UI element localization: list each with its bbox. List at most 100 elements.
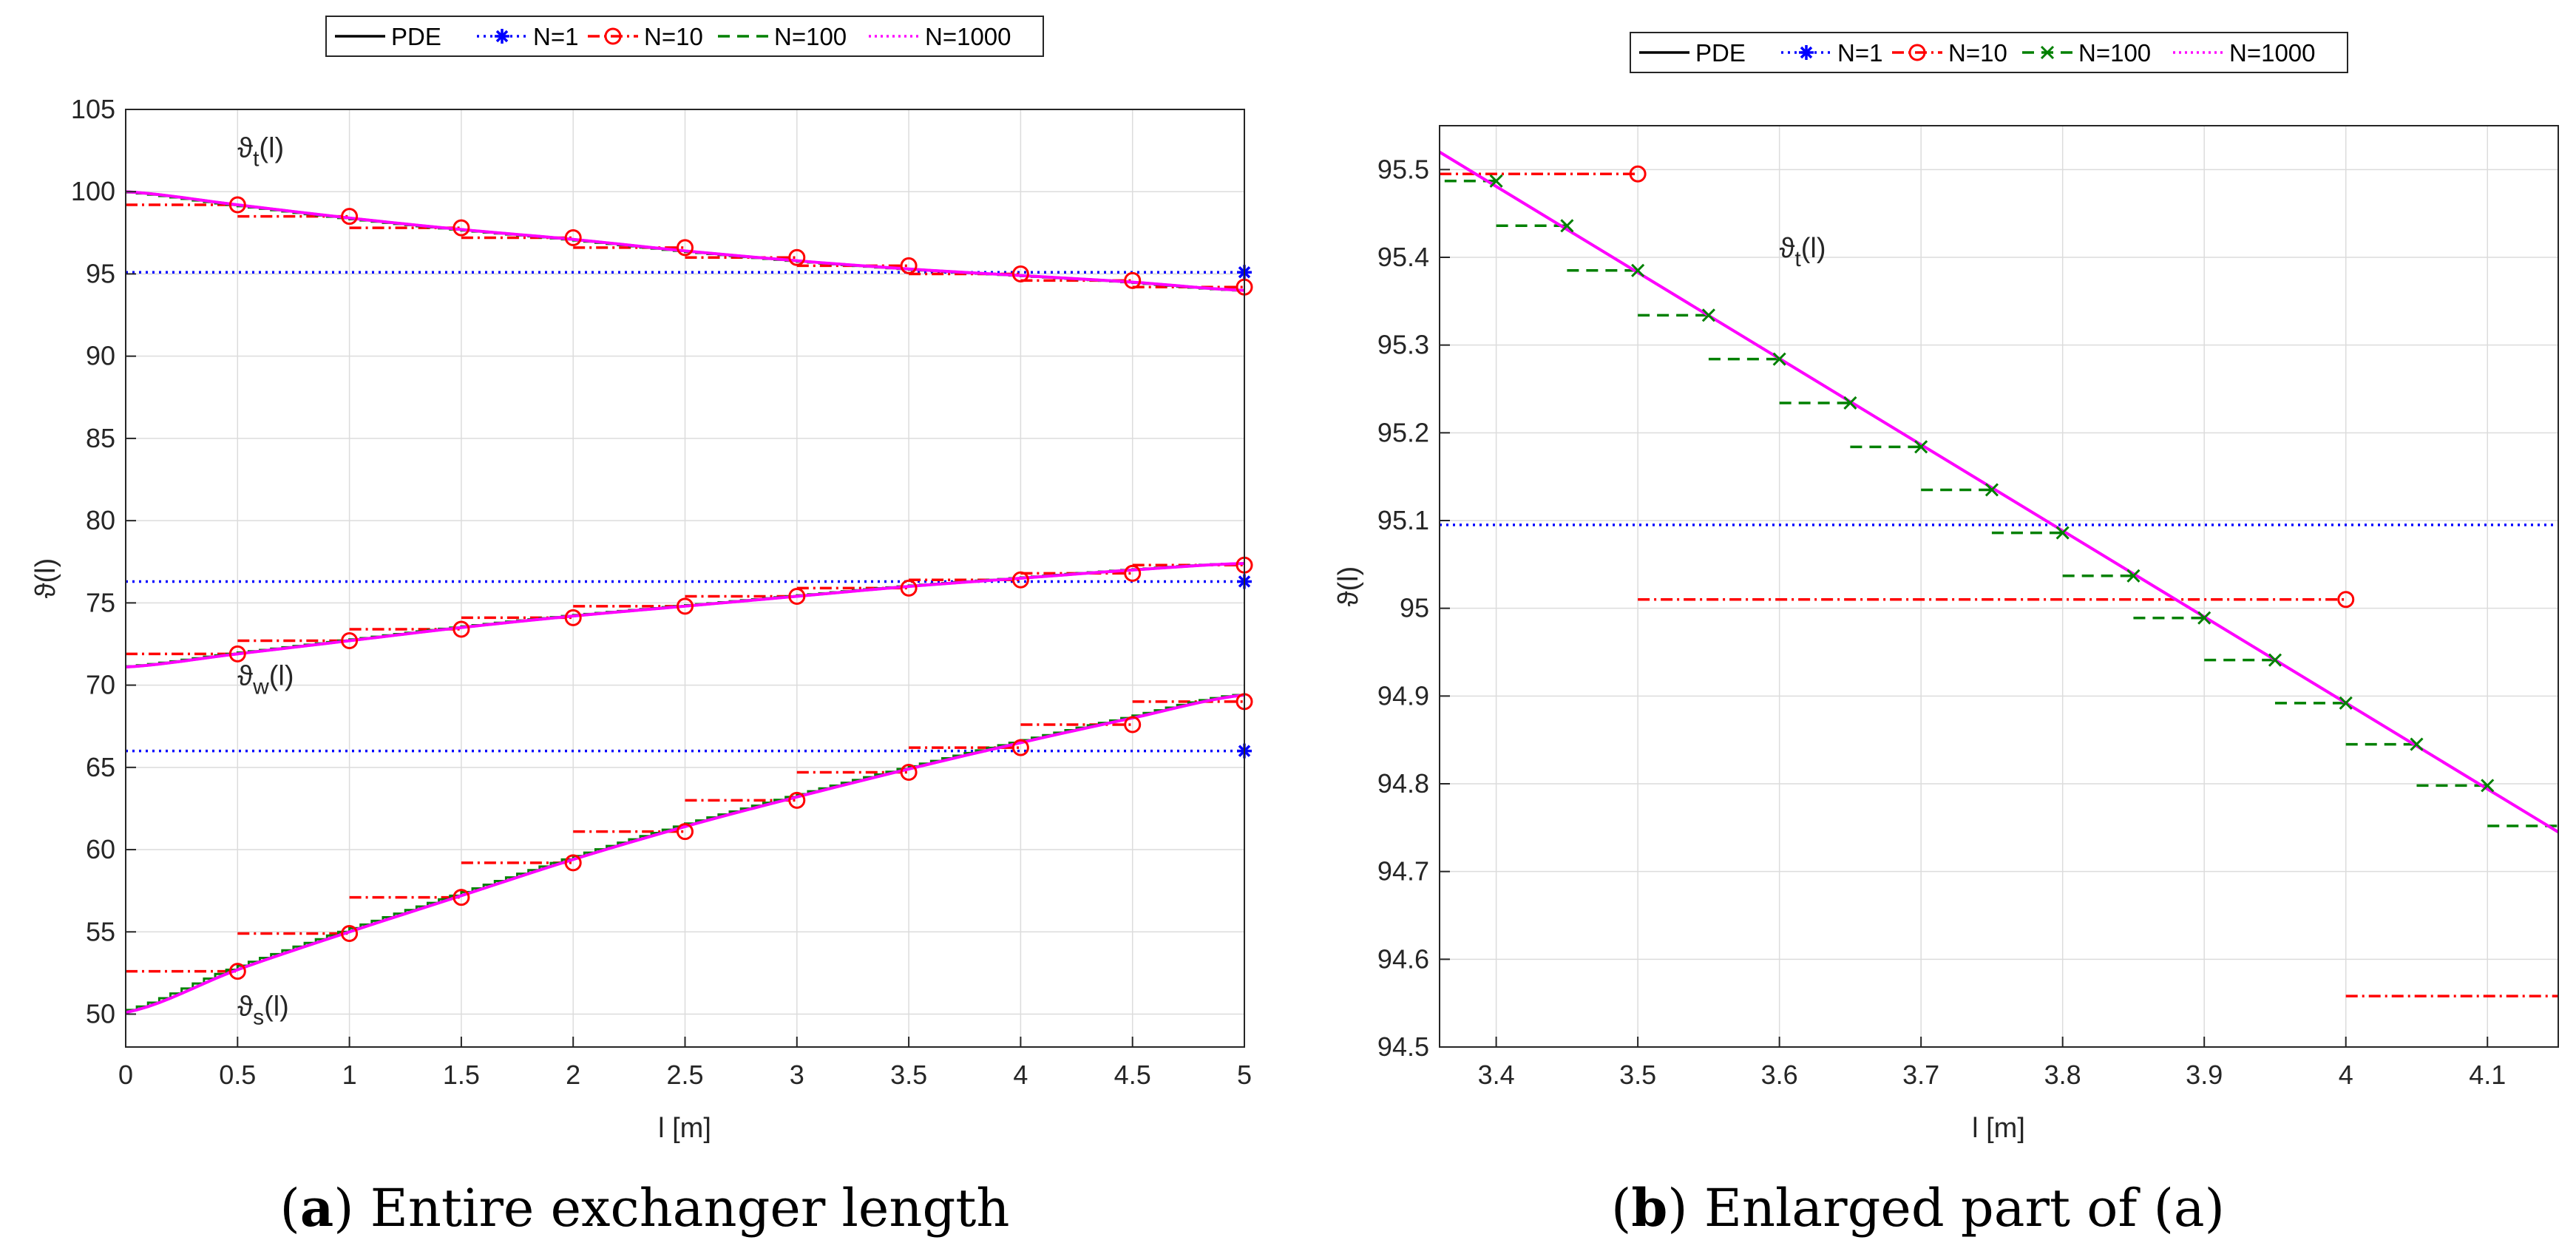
a-n10-marker xyxy=(228,196,246,214)
caption-a-text: ) Entire exchanger length xyxy=(333,1178,1009,1239)
a-ytick-label: 85 xyxy=(86,423,115,453)
panel-b-series xyxy=(1440,150,2558,997)
b-curve-label-tail: (l) xyxy=(1801,233,1826,264)
b-xtick-label: 3.6 xyxy=(1761,1060,1798,1090)
b-n100-marker xyxy=(2055,526,2070,540)
caption-a: (a) Entire exchanger length xyxy=(280,1177,1010,1239)
panel-a-xlabel: l [m] xyxy=(658,1113,711,1144)
a-curve-label: ϑw(l) xyxy=(237,661,294,699)
a-n10-marker xyxy=(1011,265,1029,282)
panel-a-series xyxy=(126,190,1244,1014)
a-n10-marker xyxy=(228,963,246,980)
a-curve-label-symbol: ϑ xyxy=(237,661,253,692)
b-n100-marker-stroke xyxy=(1701,308,1715,322)
b-ytick-label: 95.2 xyxy=(1377,417,1429,447)
a-xtick-label: 2.5 xyxy=(666,1060,703,1090)
b-n1000-series xyxy=(1440,150,2558,833)
a-curve-label-tail: (l) xyxy=(269,661,294,692)
a-legend-label: N=10 xyxy=(644,23,703,50)
b-ytick-label: 94.7 xyxy=(1377,856,1429,887)
b-legend-marker-stroke xyxy=(2040,45,2055,60)
a-xtick-label: 1.5 xyxy=(443,1060,480,1090)
panel-b-xlabel: l [m] xyxy=(1972,1113,2025,1144)
a-curve-label-symbol: ϑ xyxy=(237,992,253,1023)
b-n100-marker-stroke xyxy=(2339,696,2353,710)
a-ytick-label: 60 xyxy=(86,834,115,864)
b-n100-marker xyxy=(2410,737,2424,751)
panel-b-chart: 3.4 3.5 3.6 3.7 3.8 3.9 4 4.1 94.5 94.6 94.7 94.8 94… xyxy=(1333,32,2559,1144)
caption-a-label: a xyxy=(300,1177,333,1239)
a-n10-marker xyxy=(677,823,694,841)
b-n100-marker-stroke xyxy=(1560,219,1574,233)
b-n100-marker xyxy=(1701,308,1715,322)
b-xtick-label: 4 xyxy=(2339,1060,2353,1090)
a-legend-label: PDE xyxy=(391,23,441,50)
a-legend-marker-stroke xyxy=(495,30,509,43)
b-legend-label: PDE xyxy=(1695,39,1746,67)
a-n10-marker xyxy=(1011,571,1029,589)
b-n100-marker-stroke xyxy=(1631,263,1645,277)
b-n100-marker-stroke xyxy=(1843,396,1857,410)
b-n100-marker-stroke xyxy=(1489,174,1503,188)
panel-a-ticks: 0 0.5 1 1.5 2 2.5 3 3.5 4 4.5 5 50 55 60 65 70 75 80 85 90 9… xyxy=(71,94,1252,1090)
panel-a-chart: 0 0.5 1 1.5 2 2.5 3 3.5 4 4.5 5 50 55 60 65 70 75 80 85 90 9… xyxy=(30,16,1253,1144)
b-xtick-label: 4.1 xyxy=(2469,1060,2506,1090)
caption-a-open: ( xyxy=(280,1178,300,1239)
a-n10-marker xyxy=(900,257,918,274)
panel-a-curve-labels: ϑt(l)ϑw(l)ϑs(l) xyxy=(237,133,294,1030)
b-ytick-label: 94.6 xyxy=(1377,943,1429,974)
a-n10-marker xyxy=(788,248,806,266)
a-ytick-label: 50 xyxy=(86,999,115,1029)
b-legend-marker xyxy=(1908,44,1926,61)
b-curve-label-symbol: ϑ xyxy=(1780,233,1795,264)
a-n10-marker xyxy=(564,854,582,872)
b-legend-marker xyxy=(1799,45,1814,60)
a-ytick-label: 55 xyxy=(86,916,115,946)
panel-b-curve-labels: ϑt(l) xyxy=(1780,233,1826,271)
panel-a-markers xyxy=(228,196,1253,980)
b-ytick-label: 95.4 xyxy=(1377,242,1429,272)
a-curve-label-symbol: ϑ xyxy=(237,133,253,164)
b-xtick-label: 3.7 xyxy=(1902,1060,1939,1090)
b-xtick-label: 3.9 xyxy=(2186,1060,2223,1090)
a-ytick-label: 105 xyxy=(71,94,115,124)
panel-b-ticks: 3.4 3.5 3.6 3.7 3.8 3.9 4 4.1 94.5 94.6 94.7 94.8 94… xyxy=(1377,154,2506,1090)
b-n100-marker xyxy=(1631,263,1645,277)
b-ytick-label: 95.5 xyxy=(1377,154,1429,184)
b-n100-marker xyxy=(2481,779,2495,793)
b-legend-marker xyxy=(2040,45,2055,60)
b-curve-label-sub: t xyxy=(1794,247,1801,271)
a-xtick-label: 3.5 xyxy=(890,1060,927,1090)
b-n100-marker xyxy=(2197,611,2211,625)
a-xtick-label: 0.5 xyxy=(219,1060,256,1090)
b-xtick-label: 3.4 xyxy=(1478,1060,1515,1090)
b-n100-marker-stroke xyxy=(1914,440,1928,454)
b-legend-box xyxy=(1630,32,2348,73)
b-n100-marker xyxy=(1489,174,1503,188)
panel-a-ylabel: ϑ(l) xyxy=(30,558,61,599)
a-ytick-label: 75 xyxy=(86,587,115,617)
panel-b-markers xyxy=(1489,165,2495,793)
b-legend-label: N=1000 xyxy=(2229,39,2316,67)
a-xtick-label: 3 xyxy=(790,1060,804,1090)
b-legend-marker-stroke xyxy=(1800,46,1813,59)
b-n100-marker-stroke xyxy=(2197,611,2211,625)
a-n10-marker xyxy=(564,609,582,626)
b-xtick-label: 3.5 xyxy=(1619,1060,1656,1090)
a-curve-label-tail: (l) xyxy=(259,133,284,164)
a-n10-marker xyxy=(453,219,470,237)
b-n100-marker xyxy=(1914,440,1928,454)
panel-b-grid xyxy=(1440,126,2558,1048)
b-ytick-label: 94.9 xyxy=(1377,680,1429,711)
a-xtick-label: 5 xyxy=(1237,1060,1252,1090)
b-legend-label: N=10 xyxy=(1948,39,2007,67)
panel-b-axes-box xyxy=(1439,125,2559,1048)
a-ytick-label: 90 xyxy=(86,341,115,371)
a-curve-label-sub: w xyxy=(252,675,269,699)
b-n10-marker xyxy=(1629,165,1647,183)
b-n100-marker xyxy=(2126,569,2141,583)
a-n10-marker xyxy=(900,579,918,597)
a-curve-label: ϑs(l) xyxy=(237,992,289,1030)
a-legend-marker xyxy=(495,29,509,44)
